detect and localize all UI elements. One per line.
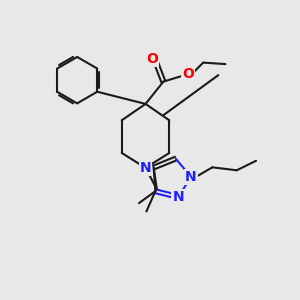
Text: N: N — [172, 190, 184, 204]
Text: N: N — [140, 161, 152, 175]
Text: O: O — [182, 67, 194, 81]
Text: O: O — [146, 52, 158, 66]
Text: N: N — [185, 170, 197, 184]
